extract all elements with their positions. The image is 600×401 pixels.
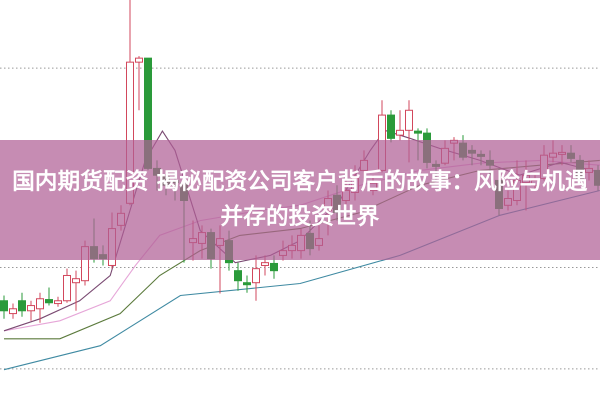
candle [9,303,17,319]
candle-body [396,129,404,136]
candle [252,255,260,301]
candle-body [252,268,260,284]
candle-body [261,262,269,266]
candle [135,56,143,111]
candle-body [135,57,143,63]
candle [396,110,404,141]
candle [54,296,62,307]
candle [45,287,53,306]
candle [27,300,35,321]
candle-body [234,270,242,282]
candle [243,275,251,293]
candle-body [45,299,53,304]
candle-body [18,300,26,312]
candle-body [36,298,44,310]
candle-body [387,114,395,139]
candle-body [54,300,62,305]
title-banner: 国内期货配资 揭秘配资公司客户背后的故事：风险与机遇并存的投资世界 [0,140,600,260]
candle [63,268,71,303]
candle-body [63,274,71,302]
candle-body [270,262,278,272]
candle-body [243,282,251,286]
candle-body [72,278,80,284]
candle-body [405,109,413,131]
candle [234,262,242,291]
candle [18,292,26,317]
candle-body [0,300,8,312]
candle [72,270,80,311]
candle-body [27,305,35,312]
candle-body [414,130,422,134]
candle-body [9,308,17,315]
candle [387,110,395,143]
candle [0,295,8,319]
candle [36,292,44,323]
article-title: 国内期货配资 揭秘配资公司客户背后的故事：风险与机遇并存的投资世界 [12,169,588,230]
